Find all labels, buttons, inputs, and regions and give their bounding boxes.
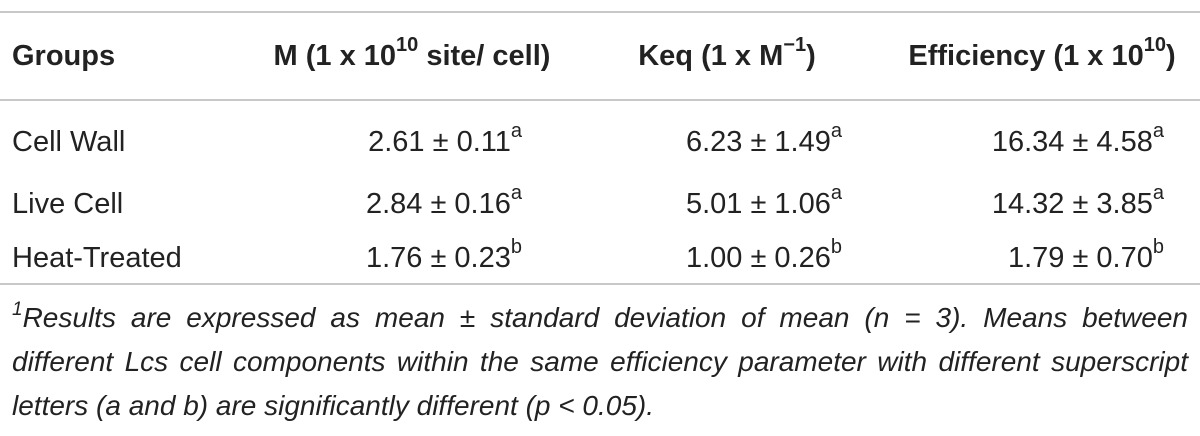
table-body: Cell Wall 2.61 ± 0.11a 6.23 ± 1.49a 16.3… <box>0 99 1200 285</box>
table-top-rule <box>0 11 1200 13</box>
cell-keq-value: 5.01 ± 1.06 <box>685 187 831 220</box>
cell-efficiency-value: 16.34 ± 4.58 <box>991 125 1153 158</box>
header-keq-label: Keq (1 x M <box>638 39 784 72</box>
cell-efficiency: 1.79 ± 0.70b <box>872 231 1200 285</box>
cell-keq-superscript: a <box>830 181 842 204</box>
table-row: Cell Wall 2.61 ± 0.11a 6.23 ± 1.49a 16.3… <box>0 99 1200 177</box>
footnote-text: Results are expressed as mean ± standard… <box>12 302 1188 421</box>
cell-keq: 1.00 ± 0.26b <box>582 231 872 285</box>
cell-m-superscript: a <box>510 119 522 142</box>
header-m-exponent: 10 <box>396 33 419 56</box>
cell-m: 2.61 ± 0.11a <box>242 99 582 177</box>
cell-m-superscript: b <box>510 235 522 258</box>
table-header: Groups M (1 x 1010 site/ cell) Keq (1 x … <box>0 13 1200 99</box>
cell-m: 2.84 ± 0.16a <box>242 177 582 231</box>
cell-efficiency-superscript: b <box>1152 235 1164 258</box>
cell-efficiency-superscript: a <box>1152 181 1164 204</box>
header-efficiency-exponent: 10 <box>1143 33 1166 56</box>
cell-m: 1.76 ± 0.23b <box>242 231 582 285</box>
header-keq-suffix: ) <box>806 39 816 72</box>
header-m: M (1 x 1010 site/ cell) <box>242 13 582 99</box>
cell-m-value: 1.76 ± 0.23 <box>365 241 511 274</box>
cell-keq-superscript: b <box>830 235 842 258</box>
cell-m-superscript: a <box>510 181 522 204</box>
cell-group: Cell Wall <box>12 125 126 158</box>
cell-group: Heat-Treated <box>12 241 182 274</box>
cell-efficiency-superscript: a <box>1152 119 1164 142</box>
header-efficiency: Efficiency (1 x 1010) <box>872 13 1200 99</box>
cell-keq-superscript: a <box>830 119 842 142</box>
cell-keq-value: 6.23 ± 1.49 <box>685 125 831 158</box>
cell-efficiency-value: 14.32 ± 3.85 <box>991 187 1153 220</box>
cell-efficiency: 16.34 ± 4.58a <box>872 99 1200 177</box>
header-keq: Keq (1 x M−1) <box>582 13 872 99</box>
cell-efficiency-value: 1.79 ± 0.70 <box>1007 241 1153 274</box>
results-table: Groups M (1 x 1010 site/ cell) Keq (1 x … <box>0 13 1200 285</box>
table-footnote: 1Results are expressed as mean ± standar… <box>12 296 1188 428</box>
header-keq-exponent: −1 <box>783 33 807 56</box>
cell-m-value: 2.84 ± 0.16 <box>365 187 511 220</box>
cell-keq-value: 1.00 ± 0.26 <box>685 241 831 274</box>
header-groups-label: Groups <box>12 39 116 72</box>
cell-keq: 6.23 ± 1.49a <box>582 99 872 177</box>
header-efficiency-label: Efficiency (1 x 10 <box>908 39 1144 72</box>
header-m-suffix: site/ cell) <box>418 39 551 72</box>
table-row: Heat-Treated 1.76 ± 0.23b 1.00 ± 0.26b 1… <box>0 231 1200 285</box>
header-row: Groups M (1 x 1010 site/ cell) Keq (1 x … <box>0 13 1200 99</box>
table-row: Live Cell 2.84 ± 0.16a 5.01 ± 1.06a 14.3… <box>0 177 1200 231</box>
cell-group: Live Cell <box>12 187 124 220</box>
table-bottom-rule <box>0 283 1200 285</box>
header-groups: Groups <box>0 13 242 99</box>
cell-m-value: 2.61 ± 0.11 <box>368 125 511 158</box>
header-efficiency-suffix: ) <box>1165 39 1176 72</box>
cell-efficiency: 14.32 ± 3.85a <box>872 177 1200 231</box>
header-m-label: M (1 x 10 <box>273 39 397 72</box>
table-header-rule <box>0 99 1200 101</box>
cell-keq: 5.01 ± 1.06a <box>582 177 872 231</box>
footnote-marker: 1 <box>12 298 23 320</box>
